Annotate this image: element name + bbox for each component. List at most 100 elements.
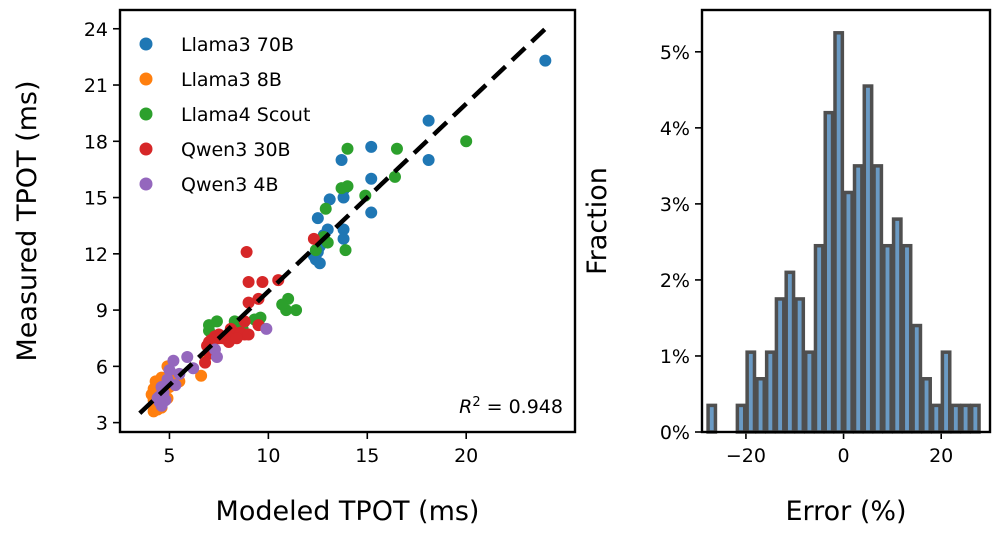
scatter-point-llama4-scout <box>319 202 332 215</box>
legend-marker-llama4-scout <box>139 107 153 121</box>
histogram-bar <box>901 243 913 434</box>
scatter-point-qwen3-4b <box>163 364 176 377</box>
scatter-point-qwen3-30b <box>242 296 255 309</box>
histogram-bar <box>950 403 962 434</box>
histogram-ticks: −20 0 20 0% 1% 2% 3% 4% 5% <box>660 42 953 467</box>
histogram-y-tick-label: 0% <box>660 422 690 444</box>
histogram-bar <box>940 350 952 434</box>
scatter-point-qwen3-30b <box>230 332 243 345</box>
histogram-bar <box>960 403 972 434</box>
scatter-point-llama4-scout <box>460 135 473 148</box>
scatter-point-qwen3-4b <box>169 379 182 392</box>
scatter-point-llama3-70b <box>337 191 350 204</box>
scatter-panel: 5 10 15 20 3 6 9 12 15 18 21 24 Llama3 70B Llama3 8B… <box>12 8 577 527</box>
scatter-point-qwen3-4b <box>181 350 194 363</box>
histogram-bar <box>882 243 893 434</box>
scatter-point-llama3-70b <box>335 154 348 167</box>
histogram-bar <box>813 243 825 434</box>
fit-line <box>138 27 547 415</box>
legend-label-llama4-scout: Llama4 Scout <box>181 104 310 126</box>
r-squared-annotation: R2 = 0.948 <box>459 395 563 419</box>
scatter-point-llama4-scout <box>339 244 352 257</box>
scatter-point-llama4-scout <box>210 315 223 328</box>
histogram-y-tick-label: 1% <box>660 346 690 368</box>
scatter-point-llama4-scout <box>276 298 289 311</box>
scatter-point-llama3-8b <box>195 369 208 382</box>
histogram-bar <box>774 297 786 434</box>
histogram-bar <box>764 350 776 434</box>
histogram-y-tick-label: 5% <box>660 42 690 64</box>
histogram-x-tick-label: 20 <box>929 445 953 467</box>
histogram-y-tick-label: 2% <box>660 270 690 292</box>
histogram-y-tick-label: 4% <box>660 118 690 140</box>
scatter-point-qwen3-30b <box>256 275 269 288</box>
histogram-bar <box>852 164 864 434</box>
scatter-point-llama3-70b <box>337 232 350 245</box>
scatter-point-llama3-70b <box>365 172 378 185</box>
scatter-y-tick-label: 3 <box>96 413 108 435</box>
scatter-point-llama4-scout <box>341 180 354 193</box>
histogram-bar <box>872 164 884 434</box>
histogram-bar <box>862 84 874 434</box>
histogram-axes-frame <box>700 8 992 434</box>
histogram-bar <box>833 31 845 434</box>
scatter-y-tick-label: 12 <box>84 244 108 266</box>
scatter-x-axis-label: Modeled TPOT (ms) <box>216 496 480 527</box>
scatter-point-llama4-scout <box>341 142 354 155</box>
histogram-bar <box>891 217 903 434</box>
scatter-y-tick-label: 21 <box>84 75 108 97</box>
histogram-bars <box>706 31 981 434</box>
legend-marker-qwen3-4b <box>139 177 153 191</box>
histogram-bar <box>745 350 757 434</box>
histogram-bar <box>843 190 854 434</box>
scatter-point-llama3-70b <box>422 154 435 167</box>
scatter-ticks: 5 10 15 20 3 6 9 12 15 18 21 24 <box>84 19 478 467</box>
scatter-point-llama3-70b <box>311 212 324 225</box>
histogram-bar <box>784 270 796 434</box>
histogram-x-axis-label: Error (%) <box>785 496 906 527</box>
scatter-point-llama3-70b <box>365 206 378 219</box>
scatter-point-llama4-scout <box>290 304 303 317</box>
scatter-point-llama3-70b <box>539 54 552 67</box>
scatter-point-llama4-scout <box>388 170 401 183</box>
scatter-legend: Llama3 70B Llama3 8B Llama4 Scout Qwen3 30B… <box>139 34 310 196</box>
histogram-bar <box>803 350 815 434</box>
scatter-point-llama3-70b <box>323 193 336 206</box>
scatter-x-tick-label: 20 <box>454 445 478 467</box>
legend-marker-qwen3-30b <box>139 142 153 156</box>
histogram-bar <box>911 323 923 434</box>
histogram-bar <box>755 377 767 434</box>
histogram-x-tick-label: 0 <box>838 445 850 467</box>
scatter-point-llama4-scout <box>309 244 322 257</box>
scatter-point-llama3-70b <box>313 257 326 270</box>
scatter-y-tick-label: 9 <box>96 300 108 322</box>
scatter-y-tick-label: 15 <box>84 188 108 210</box>
scatter-x-tick-label: 5 <box>163 445 175 467</box>
legend-label-qwen3-4b: Qwen3 4B <box>181 174 278 196</box>
scatter-y-tick-label: 18 <box>84 131 108 153</box>
legend-label-llama3-8b: Llama3 8B <box>181 69 282 91</box>
histogram-bar <box>794 297 806 434</box>
legend-label-qwen3-30b: Qwen3 30B <box>181 139 291 161</box>
scatter-point-qwen3-30b <box>242 275 255 288</box>
scatter-point-qwen3-30b <box>240 245 253 258</box>
histogram-bar <box>930 403 942 434</box>
scatter-point-qwen3-4b <box>167 354 180 367</box>
histogram-bar <box>706 403 718 434</box>
scatter-point-llama3-70b <box>422 114 435 127</box>
histogram-bar <box>921 377 932 434</box>
histogram-panel: −20 0 20 0% 1% 2% 3% 4% 5% Error (%) Fraction <box>582 8 992 527</box>
legend-marker-llama3-8b <box>139 72 153 86</box>
scatter-point-llama3-70b <box>337 223 350 236</box>
legend-marker-llama3-70b <box>139 37 153 51</box>
scatter-axes-frame <box>118 8 577 434</box>
scatter-x-tick-label: 15 <box>355 445 379 467</box>
scatter-point-qwen3-4b <box>260 322 273 335</box>
histogram-bar <box>823 110 835 434</box>
scatter-point-llama3-70b <box>365 140 378 153</box>
scatter-point-qwen3-30b <box>307 232 320 245</box>
histogram-y-tick-label: 3% <box>660 194 690 216</box>
histogram-bar <box>969 403 981 434</box>
histogram-bar <box>735 403 747 434</box>
